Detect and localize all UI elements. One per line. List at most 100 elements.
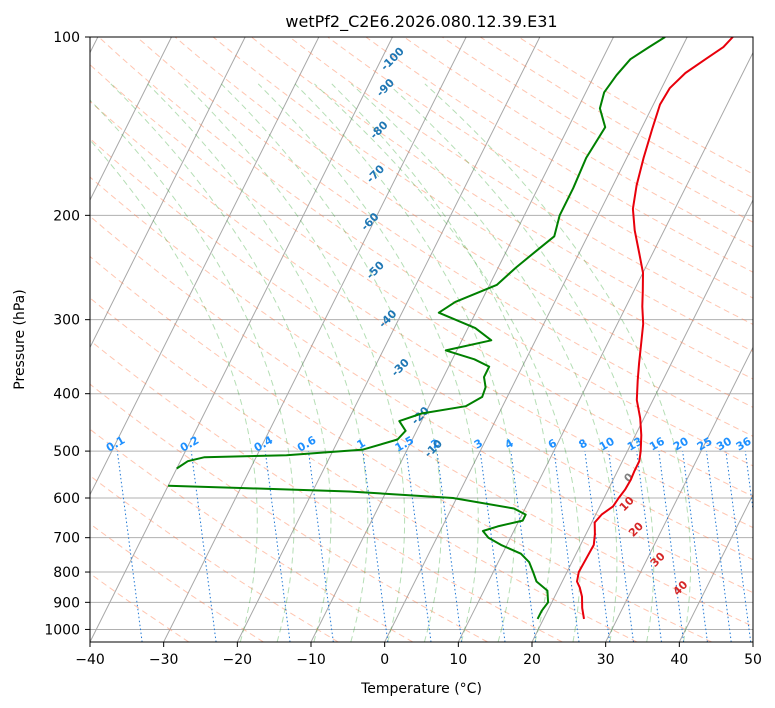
y-tick-label: 800 [53,565,80,581]
isotherm-line [90,37,393,642]
moist-adiabat-line [424,83,692,642]
y-tick-label: 200 [53,208,80,224]
isotherm-line [90,37,246,349]
isotherm-line [163,37,467,642]
dry-adiabat-label: 20 [626,519,646,539]
mixing-ratio-line [510,451,537,642]
moist-adiabat-line [294,83,516,642]
moist-adiabat-line [314,83,581,642]
mixing-ratio-label: 4 [503,436,516,451]
isotherm-line [752,640,753,642]
moist-adiabat-line [184,83,406,642]
isotherm-line [605,346,753,642]
dry-adiabat-line [90,64,753,497]
dry-adiabat-line [518,37,753,175]
dry-adiabat-line [212,37,753,380]
dry-adiabat-line [90,475,339,642]
x-tick-label: 40 [670,652,688,668]
dry-adiabat-line [480,37,753,199]
isotherm-line [236,37,541,642]
moist-adiabat-line [387,83,655,642]
reference-labels-layer: 0.1 0.2 0.4 0.6 1 1.5 2 3 4 6 8 10 13 16 20 25 30 36-100-… [104,44,754,598]
moist-adiabat-line [110,83,332,642]
moist-adiabat-line [350,83,618,642]
isotherm-line [678,493,753,642]
dewpoint-profile-line [176,37,666,470]
mixing-ratio-line [405,451,432,642]
mixing-ratio-line [308,451,334,642]
x-tick-label: −30 [149,652,179,668]
mixing-ratio-label: 36 [734,434,754,453]
plot-frame [89,36,754,643]
mixing-ratio-line [362,451,389,642]
isotherm-line [531,198,753,642]
dry-adiabat-label: -90 [374,76,397,99]
dry-adiabat-label: -30 [389,356,412,379]
y-tick-label: 1000 [44,622,80,638]
mixing-ratio-line [553,451,580,642]
moist-adiabat-line [90,99,295,642]
mixing-ratio-line [608,451,634,642]
mixing-ratio-line [636,451,662,642]
x-tick-label: 0 [380,652,389,668]
dry-adiabat-line [90,255,712,642]
moist-adiabat-line [331,83,553,642]
dry-adiabat-line [90,138,753,561]
dry-adiabat-line [441,37,753,223]
x-tick-label: 50 [744,652,762,668]
dry-adiabat-line [90,176,753,594]
dry-adiabat-line [403,37,753,248]
dewpoint-profile-line [168,484,550,620]
mixing-ratio-label: 3 [472,437,485,452]
x-tick-label: 30 [597,652,615,668]
isotherm-line [90,37,320,496]
x-tick-label: −10 [296,652,326,668]
dry-adiabat-label: -10 [422,437,445,460]
grid-layer [90,37,753,642]
mixing-ratio-line [744,451,753,514]
y-axis-label: Pressure (hPa) [12,289,28,389]
isotherm-line [90,37,172,202]
dry-adiabat-line [90,297,638,642]
series-layer [168,37,734,620]
dry-adiabat-line [327,37,753,299]
mixing-ratio-line [725,451,752,642]
y-tick-label: 600 [53,491,80,507]
dry-adiabat-label: -40 [376,307,399,330]
dry-adiabat-label: -70 [364,162,387,185]
dry-adiabat-line [90,428,414,642]
x-tick-label: −40 [75,652,105,668]
y-tick-label: 300 [53,313,80,329]
moist-adiabat-line [90,139,258,642]
mixing-ratio-line [658,451,685,642]
y-tick-label: 900 [53,595,80,611]
mixing-ratio-line [682,451,708,642]
dry-adiabat-line [98,37,753,467]
reference-lines-layer [90,37,753,642]
y-tick-label: 400 [53,387,80,403]
mixing-ratio-label: 8 [577,437,590,452]
dry-adiabat-label: 40 [670,578,690,598]
dry-adiabat-label: -50 [364,258,387,281]
mixing-ratio-line [190,451,217,642]
x-tick-label: 10 [449,652,467,668]
dry-adiabat-line [90,339,563,642]
dry-adiabat-line [365,37,753,273]
moist-adiabat-line [147,83,369,642]
y-tick-label: 700 [53,531,80,547]
mixing-ratio-line [116,451,143,642]
dry-adiabat-line [174,37,753,408]
mixing-ratio-line [436,451,463,642]
isotherm-line [310,37,614,642]
y-tick-label: 500 [53,444,80,460]
mixing-ratio-line [264,451,291,642]
dry-adiabat-line [90,383,488,642]
isotherm-line [384,37,688,642]
x-axis-ticks: −40 −30 −20 −10 0 10 20 30 40 50 [75,642,762,668]
moist-adiabat-line [257,83,479,642]
mixing-ratio-line [584,451,611,642]
y-axis-ticks: 100 200 300 400 500 600 700 800 900 1000 [44,30,90,638]
y-tick-label: 100 [53,30,80,46]
mixing-ratio-line [479,451,506,642]
